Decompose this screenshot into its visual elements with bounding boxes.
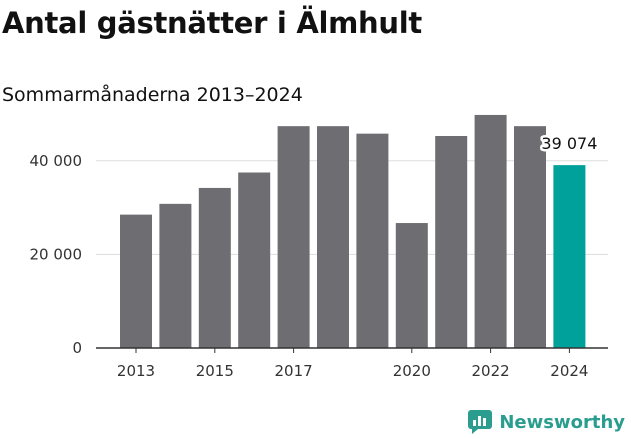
- y-tick-label: 20 000: [30, 245, 83, 263]
- data-label: 39 074: [541, 134, 597, 153]
- x-tick-label: 2013: [117, 362, 155, 380]
- bar-2023: [514, 126, 546, 348]
- bar-2017: [277, 126, 310, 348]
- chart-subtitle: Sommarmånaderna 2013–2024: [2, 84, 303, 106]
- bars: [120, 114, 586, 348]
- x-tick-label: 2022: [472, 362, 510, 380]
- x-tick-label: 2024: [550, 362, 588, 380]
- bar-2024: [553, 165, 586, 348]
- bar-2018: [317, 126, 349, 348]
- x-tick-label: 2015: [196, 362, 234, 380]
- bar-2022: [474, 114, 507, 348]
- x-axis: 2013 2015 2017 2020 2022 2024: [96, 347, 608, 380]
- y-tick-label: 0: [72, 339, 82, 357]
- x-tick-label: 2020: [393, 362, 431, 380]
- x-tick-label: 2017: [275, 362, 313, 380]
- bar-2014: [159, 203, 192, 348]
- bar-2016: [238, 172, 271, 348]
- bar-2021: [435, 135, 468, 348]
- chart-title: Antal gästnätter i Älmhult: [2, 6, 422, 40]
- newsworthy-logo-icon: [468, 410, 493, 434]
- bar-2013: [120, 214, 152, 348]
- y-tick-label: 40 000: [30, 152, 83, 170]
- bar-2020: [395, 223, 428, 348]
- newsworthy-branding: Newsworthy: [467, 409, 625, 435]
- data-label-halo: 39 074: [541, 134, 597, 153]
- bar-2019: [356, 133, 389, 348]
- brand-name: Newsworthy: [499, 411, 625, 433]
- bar-2015: [198, 187, 231, 348]
